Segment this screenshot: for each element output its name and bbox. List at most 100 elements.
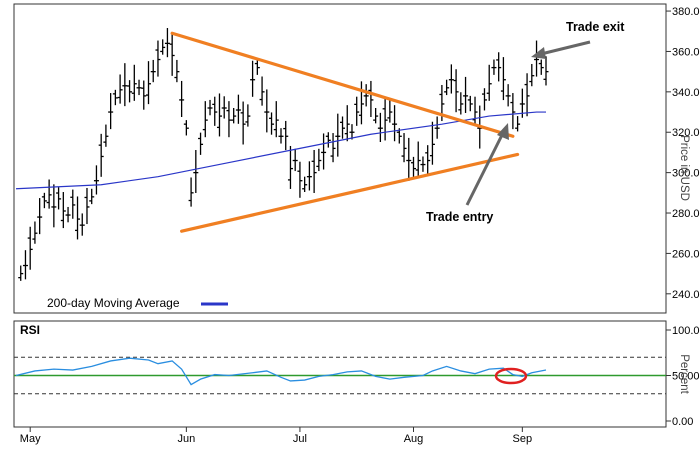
price-bar bbox=[349, 124, 355, 140]
price-bar bbox=[169, 32, 175, 76]
rsi-y-axis: 0.00 50.00 100.00 bbox=[666, 325, 700, 428]
price-bar bbox=[226, 101, 232, 138]
moving-average-line bbox=[15, 111, 546, 190]
price-bar bbox=[302, 176, 308, 193]
price-bar bbox=[70, 189, 76, 219]
price-bar bbox=[481, 88, 487, 111]
price-bar bbox=[122, 63, 128, 107]
price-bar bbox=[273, 101, 279, 138]
price-bar bbox=[321, 133, 327, 170]
price-y-axis: 240.00 260.00 280.00 300.00 320.00 340.00 360.… bbox=[666, 6, 700, 301]
price-bar bbox=[515, 116, 521, 132]
price-bar bbox=[434, 116, 440, 139]
price-bar bbox=[221, 96, 227, 119]
rsi-y-tick-label: 0.00 bbox=[672, 416, 693, 428]
price-bar bbox=[325, 132, 331, 148]
trade-entry-label: Trade entry bbox=[426, 210, 493, 224]
price-bar bbox=[127, 80, 133, 103]
price-bar bbox=[117, 74, 123, 104]
price-bar bbox=[392, 105, 398, 142]
price-bar bbox=[108, 93, 114, 130]
price-bar bbox=[524, 73, 530, 117]
price-bar bbox=[98, 133, 104, 177]
price-y-tick-label: 280.00 bbox=[672, 208, 700, 220]
rsi-panel-frame bbox=[13, 320, 667, 428]
price-bar bbox=[335, 113, 341, 157]
price-y-tick-label: 380.00 bbox=[672, 6, 700, 18]
price-bar bbox=[415, 141, 421, 178]
price-bar bbox=[93, 165, 99, 195]
price-bar bbox=[136, 79, 142, 96]
price-bar bbox=[46, 179, 52, 209]
price-bar bbox=[420, 156, 426, 172]
price-bar bbox=[425, 145, 431, 175]
price-bar bbox=[311, 150, 317, 193]
price-bar bbox=[112, 89, 118, 106]
x-tick-label: Jun bbox=[177, 433, 195, 445]
price-y-axis-title: Price in USD bbox=[678, 135, 690, 201]
price-bar bbox=[32, 221, 38, 244]
price-bar bbox=[146, 61, 151, 105]
price-bar bbox=[287, 145, 293, 189]
price-bar bbox=[401, 133, 407, 163]
price-bar bbox=[306, 161, 312, 191]
price-bar bbox=[202, 101, 208, 138]
price-bar bbox=[358, 81, 364, 125]
price-bar bbox=[448, 64, 454, 94]
rsi-panel-label: RSI bbox=[20, 323, 40, 337]
price-bar bbox=[496, 52, 502, 82]
price-bar bbox=[18, 265, 24, 281]
price-bar bbox=[174, 59, 180, 83]
price-bar bbox=[354, 96, 360, 126]
price-bar bbox=[41, 192, 47, 209]
x-axis: May Jun Jul Aug Sep bbox=[20, 427, 532, 445]
price-bar bbox=[160, 39, 166, 55]
price-bar bbox=[278, 128, 284, 144]
x-tick-label: Sep bbox=[513, 433, 533, 445]
price-bar bbox=[269, 112, 275, 135]
rsi-entry-highlight bbox=[494, 367, 528, 385]
price-bar bbox=[297, 161, 303, 198]
price-bar bbox=[340, 116, 346, 139]
price-panel-frame bbox=[13, 3, 667, 314]
upper-trendline bbox=[170, 31, 515, 138]
price-bar bbox=[491, 59, 497, 75]
price-y-tick-label: 240.00 bbox=[672, 289, 700, 301]
price-bar bbox=[444, 79, 450, 96]
price-bar bbox=[292, 148, 298, 172]
price-bar bbox=[429, 121, 435, 165]
price-bar bbox=[150, 59, 156, 83]
price-bar bbox=[141, 80, 147, 110]
price-bar bbox=[89, 188, 95, 205]
price-bar bbox=[56, 187, 62, 210]
price-bar bbox=[164, 28, 170, 58]
price-bar bbox=[37, 198, 43, 235]
trade-entry-arrow bbox=[465, 123, 509, 206]
price-bar bbox=[453, 69, 459, 113]
price-bar bbox=[283, 120, 289, 151]
price-bar bbox=[463, 76, 469, 113]
price-bar bbox=[131, 64, 137, 101]
price-bar bbox=[458, 92, 464, 115]
x-tick-label: May bbox=[20, 433, 41, 445]
price-bar bbox=[529, 63, 535, 87]
price-bar bbox=[472, 96, 478, 126]
price-bar bbox=[368, 80, 374, 118]
price-bar bbox=[22, 250, 28, 280]
price-bar bbox=[250, 60, 256, 97]
trade-exit-arrow bbox=[531, 40, 591, 59]
price-bar bbox=[330, 133, 336, 163]
price-bar bbox=[538, 59, 544, 75]
price-bar bbox=[103, 124, 109, 147]
price-y-tick-label: 340.00 bbox=[672, 87, 700, 99]
price-bar bbox=[212, 96, 218, 126]
x-tick-label: Jul bbox=[293, 433, 307, 445]
price-bar bbox=[344, 105, 350, 142]
price-bar bbox=[60, 192, 66, 229]
price-bar bbox=[510, 93, 516, 130]
price-bar bbox=[534, 40, 540, 77]
price-bar bbox=[240, 101, 246, 145]
price-bar bbox=[193, 150, 199, 193]
price-bars bbox=[18, 28, 549, 281]
